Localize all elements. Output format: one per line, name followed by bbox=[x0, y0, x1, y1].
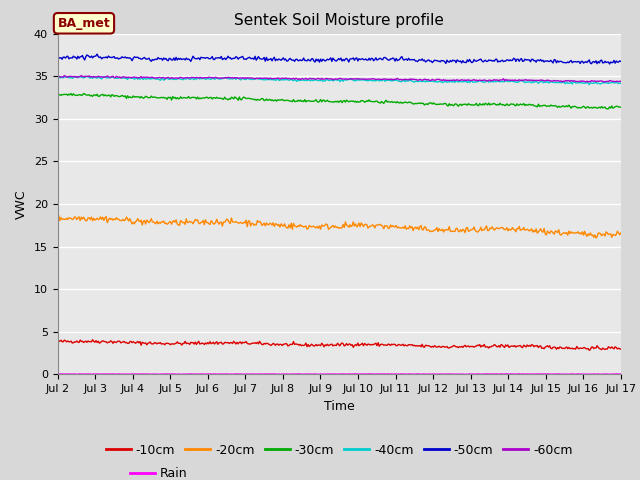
-60cm bbox=[326, 76, 333, 82]
-20cm bbox=[605, 231, 613, 237]
-10cm bbox=[617, 346, 625, 352]
Rain bbox=[516, 371, 524, 377]
Rain bbox=[503, 371, 511, 377]
-50cm bbox=[360, 57, 367, 62]
Rain bbox=[324, 371, 332, 377]
-60cm bbox=[516, 78, 524, 84]
Rain bbox=[389, 371, 397, 377]
-10cm bbox=[54, 338, 61, 344]
-40cm bbox=[617, 81, 625, 86]
-20cm bbox=[617, 230, 625, 236]
-40cm bbox=[605, 80, 613, 86]
X-axis label: Time: Time bbox=[324, 400, 355, 413]
Y-axis label: VWC: VWC bbox=[15, 189, 28, 219]
-30cm bbox=[323, 98, 330, 104]
-50cm bbox=[516, 57, 524, 62]
-60cm bbox=[390, 76, 398, 82]
-20cm bbox=[54, 214, 61, 220]
-40cm bbox=[360, 76, 367, 82]
-60cm bbox=[323, 75, 330, 81]
Line: -60cm: -60cm bbox=[58, 75, 621, 82]
-40cm bbox=[516, 78, 524, 84]
Text: BA_met: BA_met bbox=[58, 17, 110, 30]
-50cm bbox=[605, 61, 613, 67]
-20cm bbox=[326, 226, 333, 231]
-10cm bbox=[360, 343, 367, 348]
-10cm bbox=[89, 337, 97, 343]
-60cm bbox=[617, 79, 625, 84]
-60cm bbox=[558, 79, 566, 85]
-20cm bbox=[360, 224, 367, 229]
-60cm bbox=[77, 72, 85, 78]
-30cm bbox=[617, 105, 625, 110]
-30cm bbox=[326, 98, 333, 104]
-50cm bbox=[390, 56, 398, 61]
-30cm bbox=[605, 104, 613, 110]
-20cm bbox=[323, 221, 330, 227]
-20cm bbox=[390, 224, 398, 229]
Rain bbox=[605, 372, 613, 377]
-60cm bbox=[360, 76, 367, 82]
Rain bbox=[54, 372, 61, 377]
-50cm bbox=[605, 59, 612, 65]
-30cm bbox=[67, 91, 75, 96]
-10cm bbox=[586, 348, 593, 353]
Line: -50cm: -50cm bbox=[58, 54, 621, 64]
-50cm bbox=[326, 56, 333, 62]
-30cm bbox=[360, 98, 367, 104]
-40cm bbox=[390, 77, 398, 83]
-40cm bbox=[326, 78, 333, 84]
-30cm bbox=[604, 106, 611, 112]
-30cm bbox=[516, 101, 524, 107]
-10cm bbox=[323, 343, 330, 348]
-60cm bbox=[54, 73, 61, 79]
-30cm bbox=[54, 91, 61, 97]
-40cm bbox=[83, 73, 91, 79]
Line: -20cm: -20cm bbox=[58, 216, 621, 238]
-10cm bbox=[326, 342, 333, 348]
-20cm bbox=[516, 228, 524, 233]
Line: -40cm: -40cm bbox=[58, 76, 621, 84]
Rain bbox=[617, 371, 625, 377]
-50cm bbox=[93, 51, 101, 57]
Rain bbox=[358, 371, 366, 377]
-50cm bbox=[54, 55, 61, 61]
Title: Sentek Soil Moisture profile: Sentek Soil Moisture profile bbox=[234, 13, 444, 28]
Legend: Rain: Rain bbox=[125, 462, 193, 480]
-20cm bbox=[592, 235, 600, 241]
-60cm bbox=[605, 78, 613, 84]
-20cm bbox=[55, 213, 63, 218]
-40cm bbox=[54, 74, 61, 80]
Line: -10cm: -10cm bbox=[58, 340, 621, 350]
-10cm bbox=[516, 343, 524, 348]
-10cm bbox=[605, 345, 613, 350]
Rain bbox=[566, 372, 574, 377]
-10cm bbox=[390, 341, 398, 347]
-50cm bbox=[323, 58, 330, 63]
Rain bbox=[321, 372, 329, 377]
-50cm bbox=[617, 59, 625, 64]
Line: -30cm: -30cm bbox=[58, 94, 621, 109]
-40cm bbox=[323, 77, 330, 83]
-30cm bbox=[390, 99, 398, 105]
-40cm bbox=[586, 82, 593, 87]
